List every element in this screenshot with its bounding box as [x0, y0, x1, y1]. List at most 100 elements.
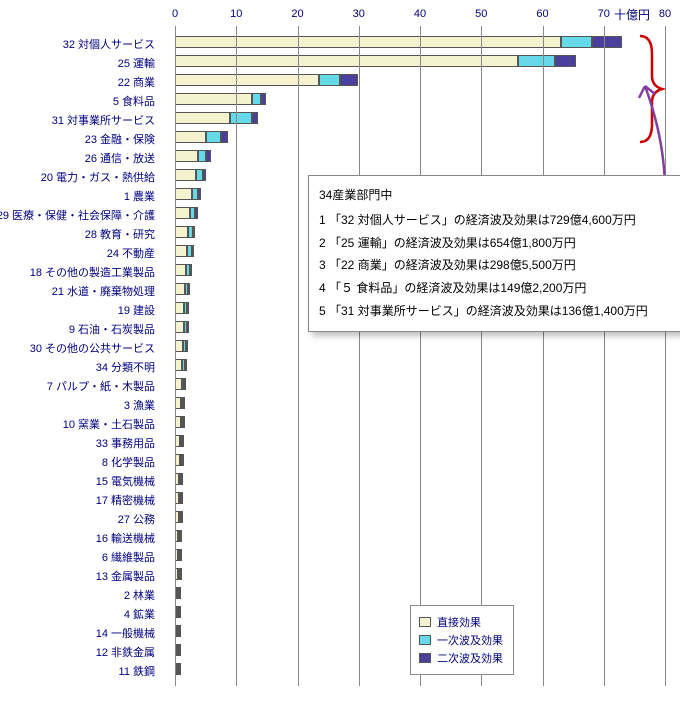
- bar-segment-direct: [175, 207, 190, 219]
- row-label: 17 精密機械: [0, 492, 155, 508]
- row-label: 21 水道・廃棄物処理: [0, 283, 155, 299]
- callout-line: 3 「22 商業」の経済波及効果は298億5,500万円: [319, 254, 675, 277]
- row-label: 5 食料品: [0, 93, 155, 109]
- row-label: 24 不動産: [0, 245, 155, 261]
- tick-label: 30: [353, 8, 365, 20]
- stacked-bar: [175, 549, 182, 561]
- bar-segment-primary: [561, 36, 592, 48]
- tick-label: 70: [598, 8, 610, 20]
- stacked-bar: [175, 302, 189, 314]
- legend-swatch: [419, 635, 431, 645]
- bar-segment-secondary: [187, 302, 189, 314]
- row-label: 26 通信・放送: [0, 150, 155, 166]
- stacked-bar: [175, 473, 183, 485]
- legend-box: 直接効果一次波及効果二次波及効果: [410, 605, 514, 675]
- row-label: 33 事務用品: [0, 435, 155, 451]
- row-label: 27 公務: [0, 511, 155, 527]
- legend-item: 二次波及効果: [419, 650, 503, 666]
- bar-segment-secondary: [181, 492, 183, 504]
- bar-segment-direct: [175, 226, 188, 238]
- bar-segment-primary: [198, 150, 206, 162]
- row-label: 18 その他の製造工業製品: [0, 264, 155, 280]
- bar-segment-primary: [319, 74, 340, 86]
- callout-box: 34産業部門中 1 「32 対個人サービス」の経済波及効果は729億4,600万…: [308, 175, 680, 332]
- legend-item: 一次波及効果: [419, 632, 503, 648]
- stacked-bar: [175, 188, 201, 200]
- bar-segment-secondary: [180, 549, 182, 561]
- bar-segment-direct: [175, 169, 196, 181]
- bar-segment-direct: [175, 55, 518, 67]
- bar-segment-direct: [175, 93, 252, 105]
- bar-segment-secondary: [261, 93, 267, 105]
- chart-container: 十億円 32 対個人サービス25 運輸22 商業5 食料品31 対事業所サービス…: [0, 0, 680, 702]
- row-label: 14 一般機械: [0, 625, 155, 641]
- stacked-bar: [175, 150, 211, 162]
- bar-segment-secondary: [181, 473, 183, 485]
- legend-label: 直接効果: [437, 614, 481, 630]
- grid-line: [543, 26, 544, 686]
- grid-line: [481, 26, 482, 686]
- row-label: 20 電力・ガス・熱供給: [0, 169, 155, 185]
- bar-segment-secondary: [179, 625, 181, 637]
- row-label: 30 その他の公共サービス: [0, 340, 155, 356]
- bar-segment-direct: [175, 378, 182, 390]
- bar-segment-secondary: [180, 568, 182, 580]
- callout-head: 34産業部門中: [319, 184, 675, 207]
- row-label: 34 分類不明: [0, 359, 155, 375]
- bar-segment-direct: [175, 188, 192, 200]
- bar-segment-direct: [175, 302, 184, 314]
- bar-segment-secondary: [179, 587, 181, 599]
- row-label: 4 鉱業: [0, 606, 155, 622]
- callout-line: 2 「25 運輸」の経済波及効果は654億1,800万円: [319, 232, 675, 255]
- stacked-bar: [175, 397, 185, 409]
- stacked-bar: [175, 378, 186, 390]
- row-label: 22 商業: [0, 74, 155, 90]
- stacked-bar: [175, 169, 206, 181]
- bar-segment-direct: [175, 150, 198, 162]
- stacked-bar: [175, 435, 184, 447]
- stacked-bar: [175, 416, 185, 428]
- bar-segment-primary: [206, 131, 221, 143]
- stacked-bar: [175, 112, 258, 124]
- row-label: 29 医療・保健・社会保障・介護: [0, 207, 155, 223]
- stacked-bar: [175, 226, 195, 238]
- row-label: 9 石油・石炭製品: [0, 321, 155, 337]
- bar-segment-secondary: [179, 644, 181, 656]
- tick-label: 50: [475, 8, 487, 20]
- row-label: 13 金属製品: [0, 568, 155, 584]
- bar-segment-secondary: [183, 397, 185, 409]
- tick-label: 20: [291, 8, 303, 20]
- bar-segment-secondary: [182, 435, 184, 447]
- bar-segment-secondary: [179, 663, 181, 675]
- stacked-bar: [175, 93, 266, 105]
- stacked-bar: [175, 55, 576, 67]
- bar-segment-direct: [175, 321, 184, 333]
- row-label: 32 対個人サービス: [0, 36, 155, 52]
- tick-label: 60: [536, 8, 548, 20]
- bar-segment-secondary: [193, 226, 195, 238]
- grid-line: [236, 26, 237, 686]
- bar-segment-secondary: [221, 131, 228, 143]
- row-label: 1 農業: [0, 188, 155, 204]
- unit-label: 十億円: [614, 6, 650, 23]
- bar-segment-direct: [175, 245, 187, 257]
- stacked-bar: [175, 207, 198, 219]
- plot-area: 32 対個人サービス25 運輸22 商業5 食料品31 対事業所サービス23 金…: [175, 26, 665, 686]
- stacked-bar: [175, 321, 189, 333]
- grid-line: [665, 26, 666, 686]
- stacked-bar: [175, 454, 184, 466]
- row-label: 31 対事業所サービス: [0, 112, 155, 128]
- grid-line: [420, 26, 421, 686]
- row-label: 8 化学製品: [0, 454, 155, 470]
- bar-segment-secondary: [180, 530, 182, 542]
- bar-segment-secondary: [555, 55, 576, 67]
- stacked-bar: [175, 359, 187, 371]
- bar-segment-direct: [175, 359, 182, 371]
- bar-segment-secondary: [182, 454, 184, 466]
- stacked-bar: [175, 131, 228, 143]
- bar-segment-secondary: [192, 245, 194, 257]
- row-label: 6 繊維製品: [0, 549, 155, 565]
- row-label: 7 パルプ・紙・木製品: [0, 378, 155, 394]
- legend-item: 直接効果: [419, 614, 503, 630]
- tick-label: 40: [414, 8, 426, 20]
